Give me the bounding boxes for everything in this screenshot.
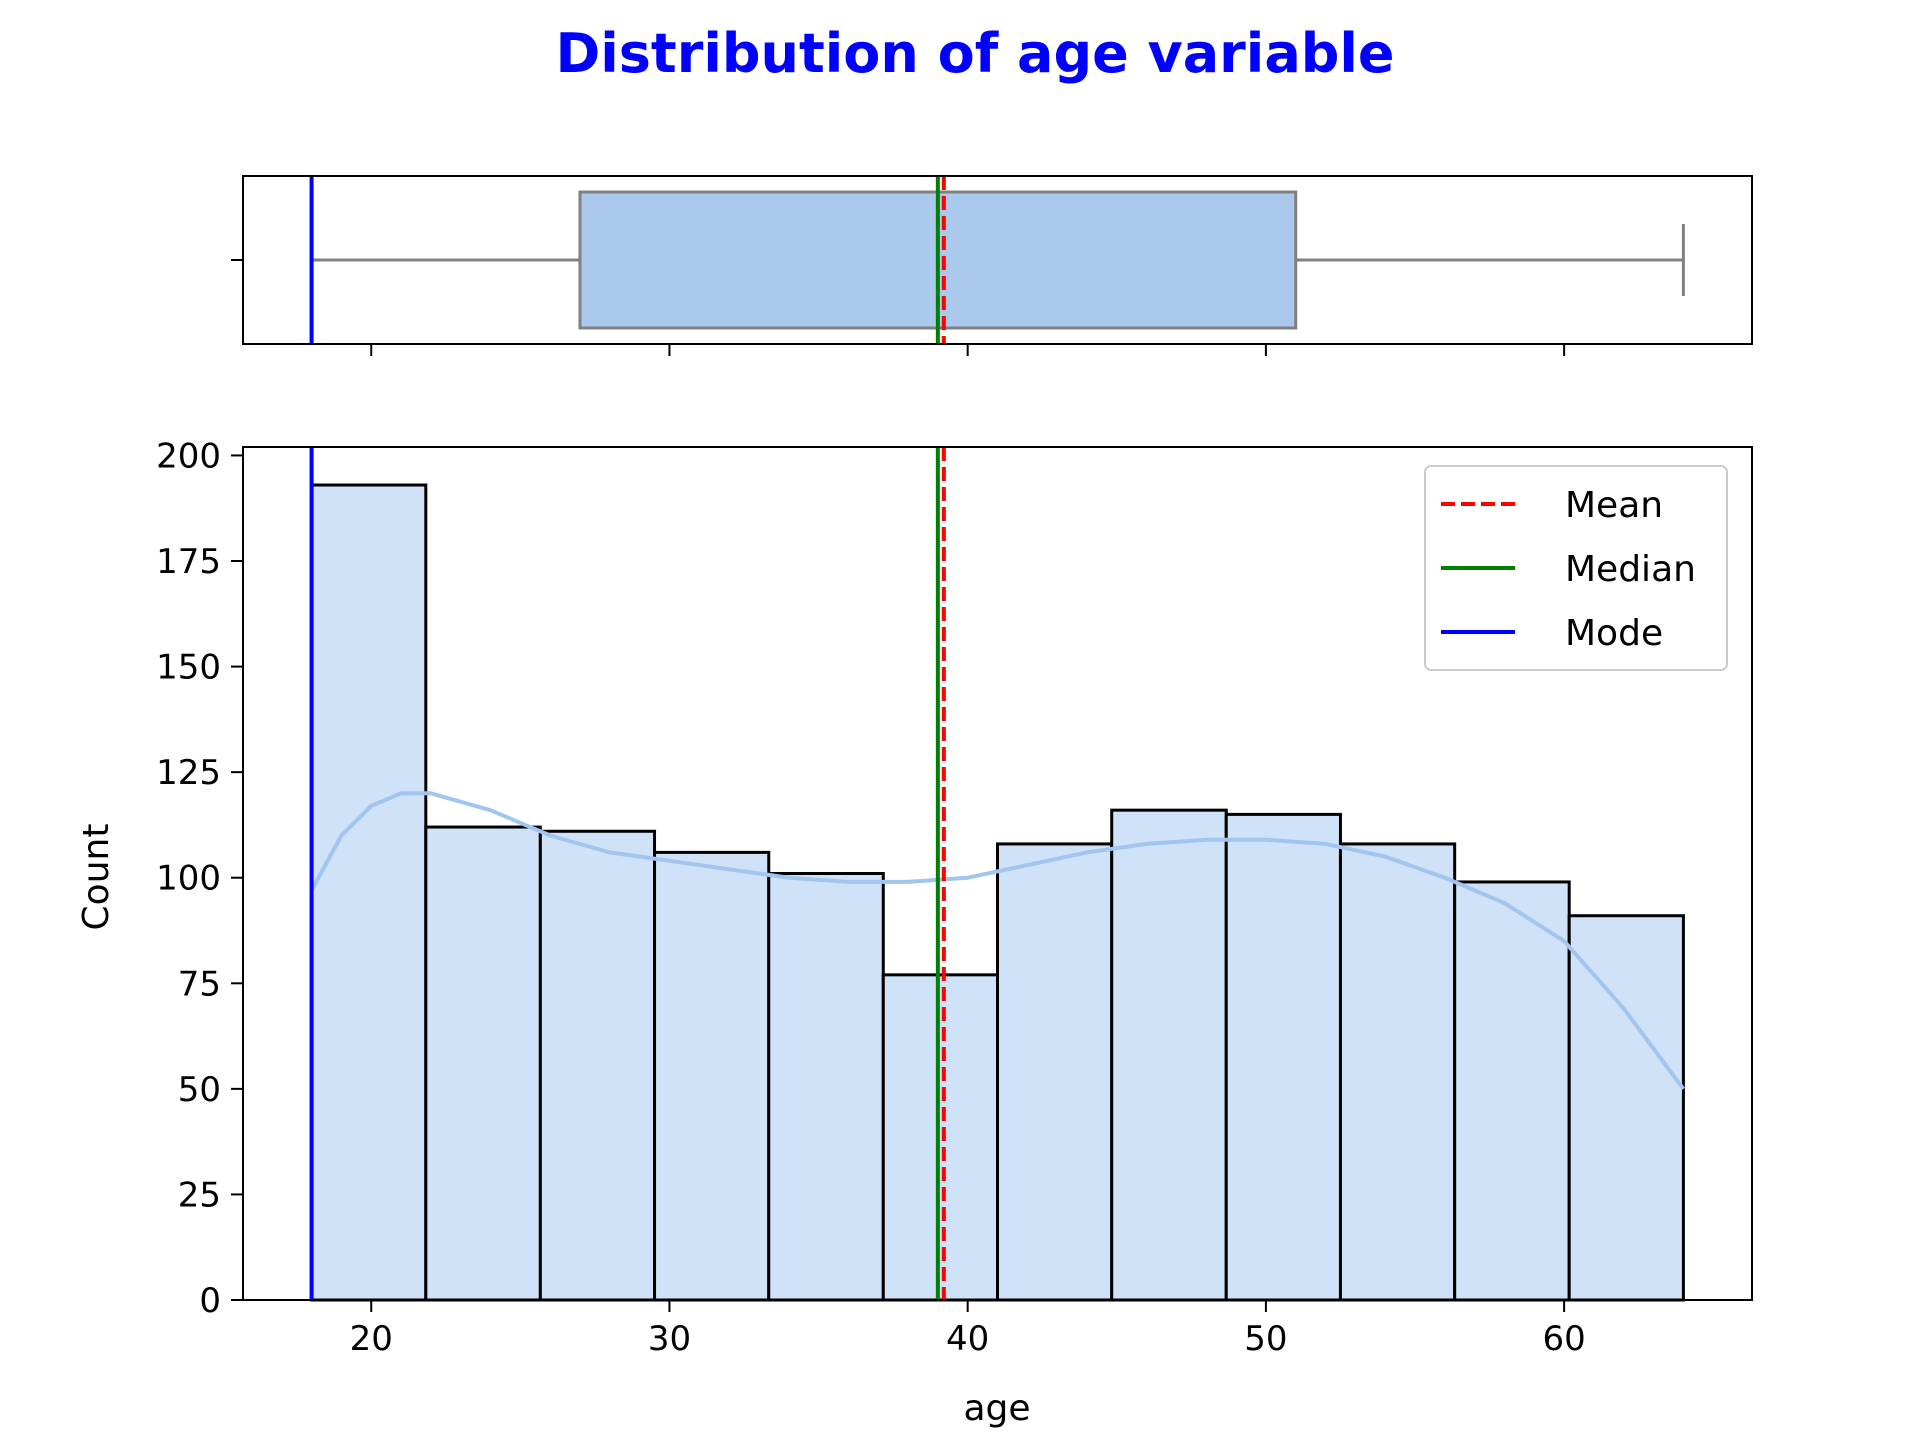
histogram-bar — [1224, 812, 1342, 1302]
histogram-frame — [242, 446, 1753, 1301]
histogram-bar — [1567, 914, 1685, 1302]
y-tick-label: 75 — [178, 964, 221, 1004]
legend-label-mode: Mode — [1565, 613, 1663, 654]
x-tick-label: 30 — [648, 1319, 691, 1359]
histogram-bar — [881, 973, 1000, 1302]
y-tick-label: 150 — [156, 648, 221, 688]
histogram-bar — [538, 829, 657, 1302]
histogram-bar — [1453, 880, 1571, 1302]
y-tick-label: 200 — [156, 436, 221, 476]
y-tick-label: 25 — [178, 1175, 221, 1215]
x-tick-label: 50 — [1244, 1319, 1287, 1359]
x-axis-label: age — [963, 1388, 1030, 1429]
histogram-bar — [310, 483, 428, 1302]
x-tick-label: 40 — [946, 1319, 989, 1359]
y-tick-label: 0 — [199, 1281, 221, 1321]
histogram-bar — [1110, 808, 1228, 1302]
x-tick-label: 20 — [350, 1319, 393, 1359]
y-tick-label: 175 — [156, 542, 221, 582]
legend: Mean Median Mode — [1424, 465, 1728, 671]
x-tick-label: 60 — [1542, 1319, 1585, 1359]
histogram-panel: 0 25 50 75 100 125 150 175 200 20 30 40 50 60 — [156, 436, 1753, 1359]
histogram-bar — [767, 872, 885, 1302]
y-tick-label: 50 — [178, 1070, 221, 1110]
legend-label-mean: Mean — [1565, 485, 1663, 526]
histogram-bar — [996, 842, 1114, 1302]
y-tick-label: 125 — [156, 753, 221, 793]
boxplot-panel — [231, 175, 1753, 356]
legend-box — [1424, 465, 1728, 671]
histogram-bar — [653, 850, 771, 1302]
histogram-bar — [424, 825, 542, 1302]
legend-label-median: Median — [1565, 549, 1696, 590]
y-axis-label: Count — [76, 824, 117, 931]
y-tick-label: 100 — [156, 859, 221, 899]
chart-title: Distribution of age variable — [555, 22, 1394, 85]
histogram-bar — [1338, 842, 1457, 1302]
